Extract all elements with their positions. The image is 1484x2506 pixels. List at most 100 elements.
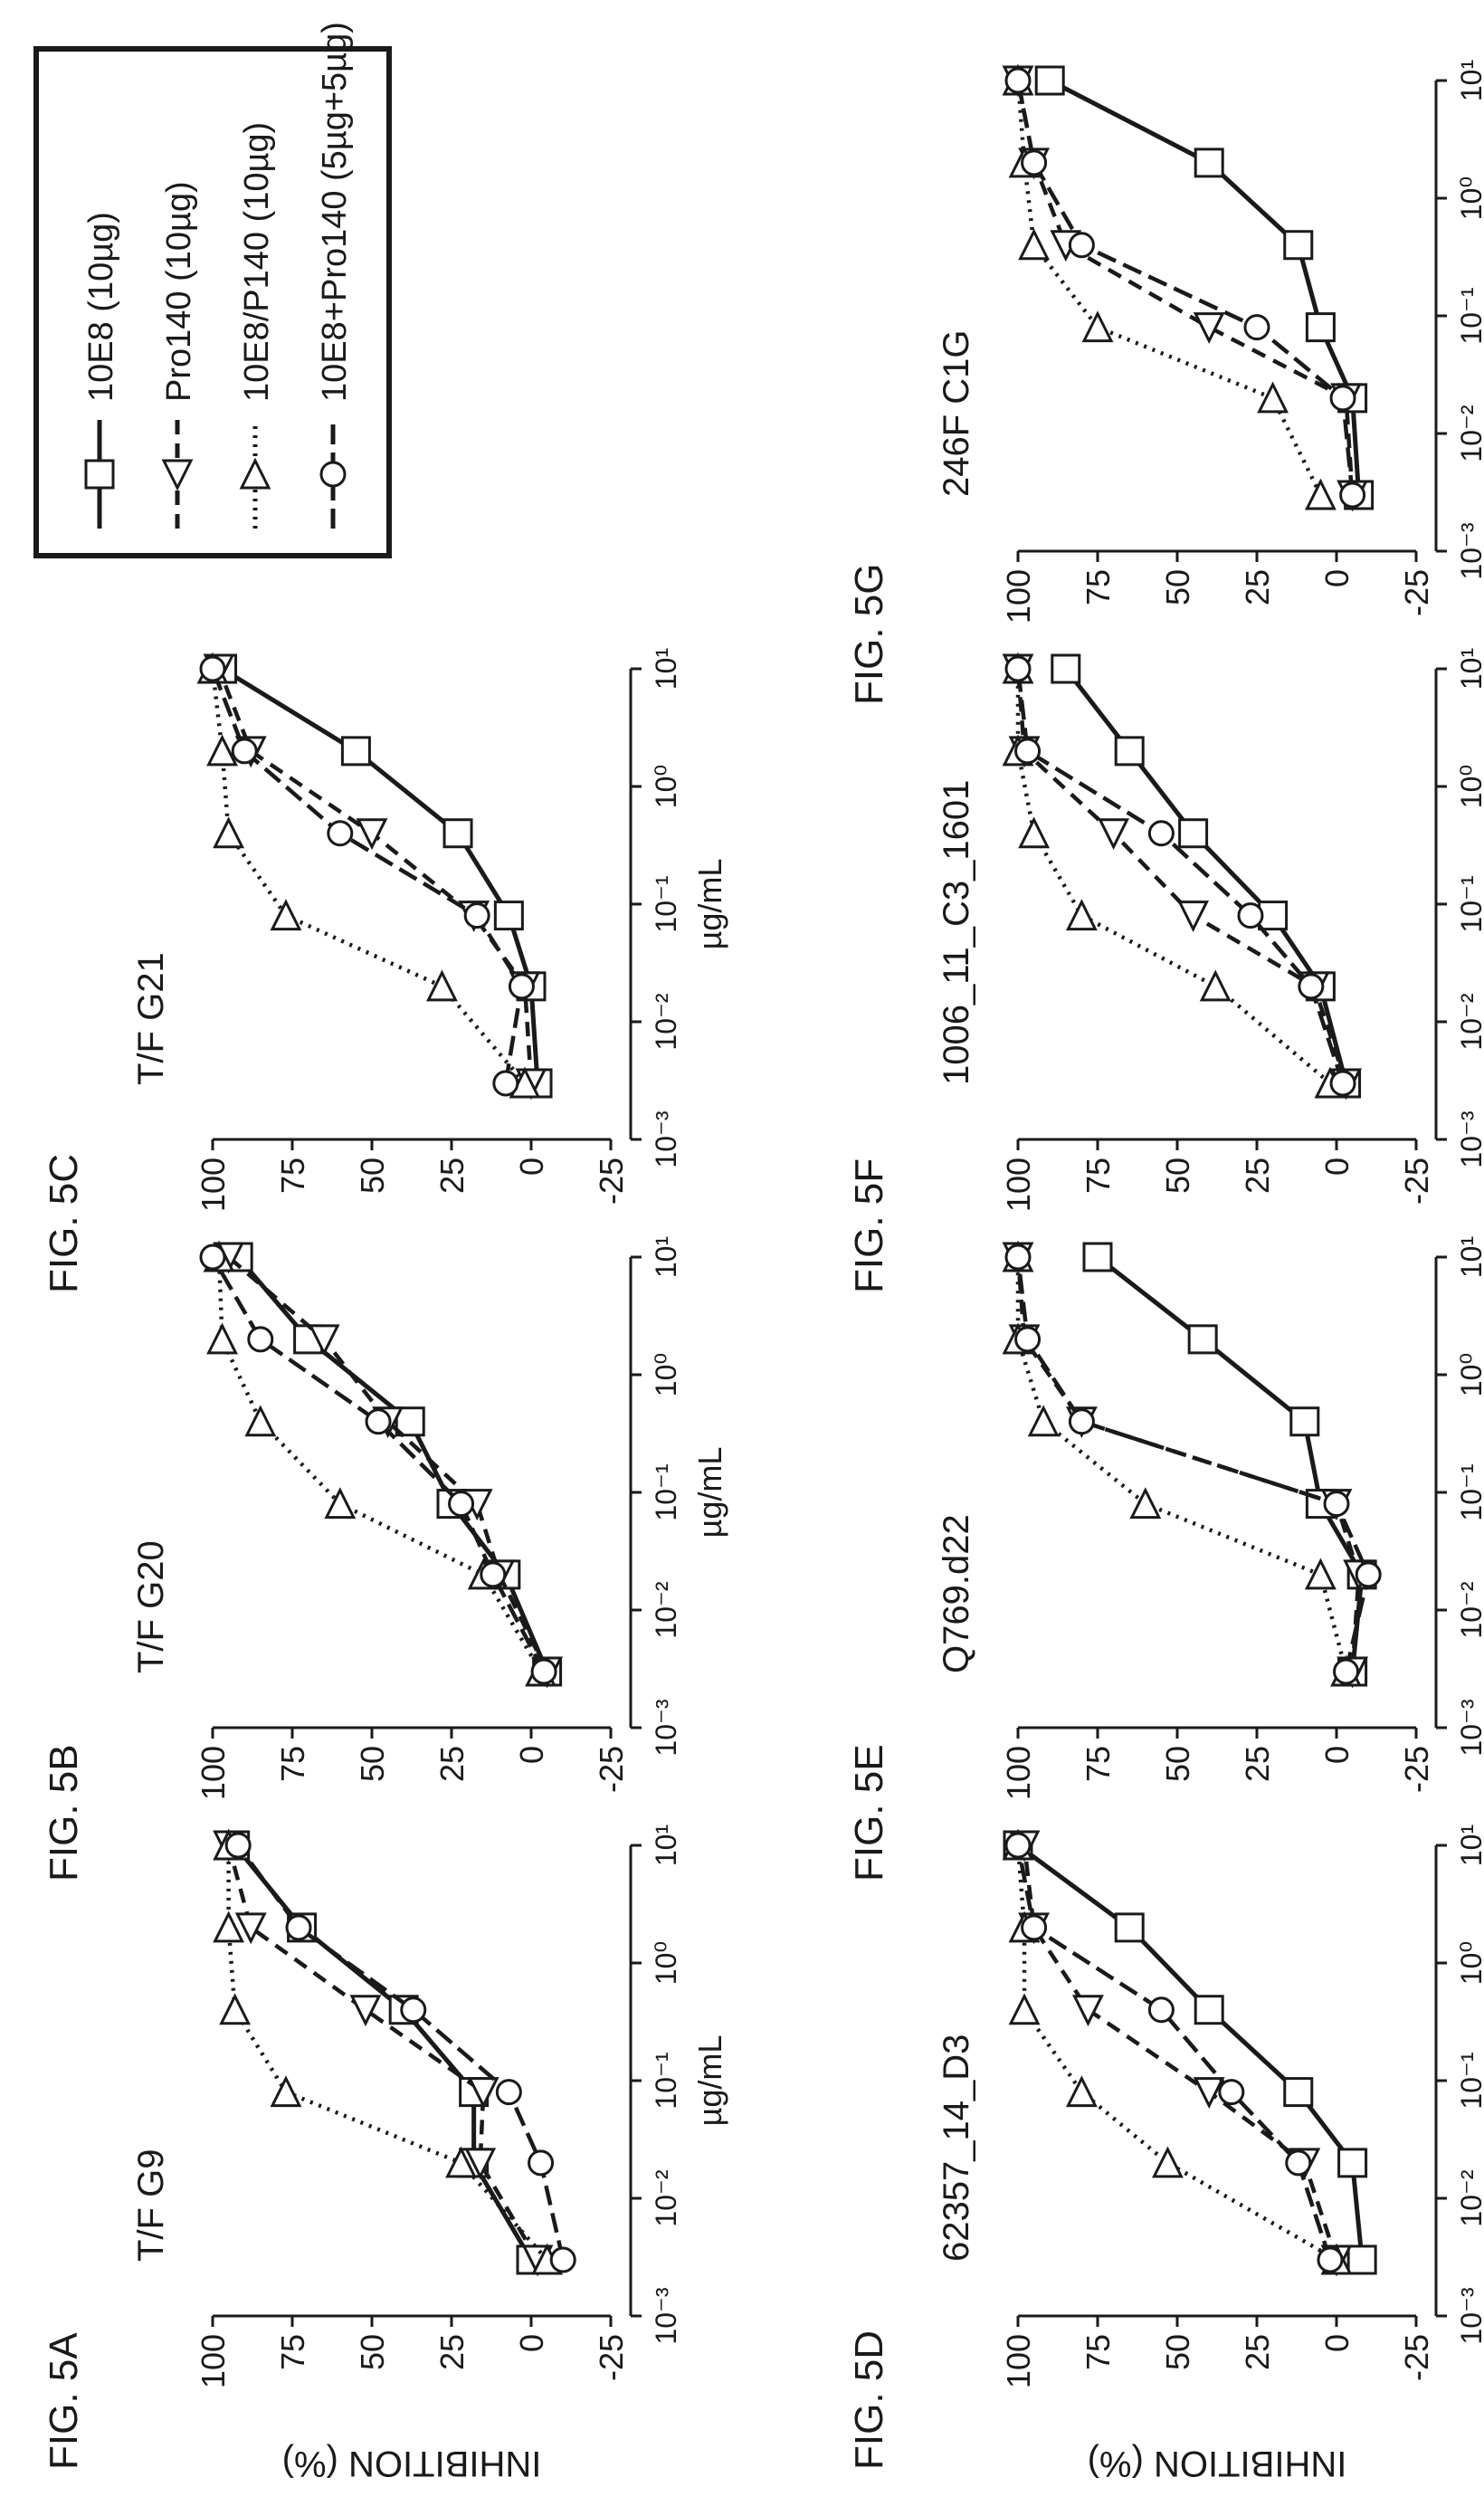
series-10E8/P140 xyxy=(213,1828,564,2275)
data-point xyxy=(1004,67,1032,94)
data-point xyxy=(400,1996,427,2024)
x-tick-label: 10⁻² xyxy=(1455,405,1484,462)
panel-3: FIG. 5C T/F G21 100 75 50 25 0 -25 10⁻³ 10⁻² 10⁻¹ 1… xyxy=(42,648,728,1293)
panel-title: 246F C1G xyxy=(937,329,976,497)
y-tick-label: 75 xyxy=(274,2334,311,2370)
legend-entry: 10E8 (10µg) xyxy=(82,212,120,529)
data-point xyxy=(508,973,535,1000)
y-tick-label: 50 xyxy=(1159,2334,1196,2370)
panels: FIG. 5A T/F G9 100 75 50 25 0 -25 10⁻³ 10⁻² 10⁻¹ 10… xyxy=(42,60,1484,2483)
y-tick-label: 50 xyxy=(354,1746,391,1782)
x-tick-label: 10⁻² xyxy=(650,1581,682,1638)
data-point xyxy=(442,818,473,849)
legend-label: 10E8 (10µg) xyxy=(82,212,120,402)
figure-label: FIG. 5C xyxy=(42,1154,86,1293)
data-point xyxy=(1152,2146,1184,2178)
data-point xyxy=(1068,1408,1095,1435)
data-point xyxy=(206,734,238,767)
panel-7: FIG. 5G 246F C1G 100 75 50 25 0 -25 10⁻³ 10⁻² 10⁻¹… xyxy=(847,60,1484,705)
data-point xyxy=(356,818,388,851)
series-line xyxy=(236,1255,549,1672)
x-axis-label: µg/mL xyxy=(691,2035,728,2127)
y-tick-label: 75 xyxy=(274,1746,311,1782)
data-point xyxy=(199,655,226,682)
series-line xyxy=(1015,1256,1361,1672)
x-tick-label: 10⁻³ xyxy=(650,2287,682,2344)
series-10E8 xyxy=(1034,65,1375,510)
x-tick-label: 10⁰ xyxy=(650,765,682,808)
data-point xyxy=(1004,1832,1032,1859)
data-point xyxy=(1065,899,1098,931)
series-line xyxy=(1015,668,1348,1084)
data-point xyxy=(1098,818,1130,851)
data-point xyxy=(1114,1912,1145,1943)
panel-4: FIG. 5D 62357_14_D3 100 75 50 25 0 -25 10⁻³ 10⁻² 1… xyxy=(847,1825,1484,2470)
figure-label: FIG. 5B xyxy=(42,1744,86,1882)
series-10E8+Pro140 xyxy=(1004,655,1356,1097)
figure-label: FIG. 5D xyxy=(847,2330,891,2470)
series-10E8+Pro140 xyxy=(199,655,535,1097)
x-tick-label: 10⁰ xyxy=(650,1353,682,1396)
data-point xyxy=(1329,1070,1356,1097)
y-tick-label: -25 xyxy=(1398,569,1435,616)
data-point xyxy=(1187,1324,1218,1355)
data-point xyxy=(1305,312,1336,343)
data-point xyxy=(1329,385,1356,412)
x-tick-label: 10⁻² xyxy=(1455,993,1484,1050)
figure-label: FIG. 5A xyxy=(42,2332,86,2470)
series-Pro140 xyxy=(1008,1830,1353,2277)
legend-marker xyxy=(161,459,194,491)
x-tick-label: 10⁻¹ xyxy=(650,875,682,932)
data-point xyxy=(1147,820,1175,847)
data-point xyxy=(1068,232,1095,259)
x-tick-label: 10¹ xyxy=(1455,60,1484,101)
y-tick-label: 100 xyxy=(1000,2334,1037,2388)
data-point xyxy=(270,2075,302,2108)
data-point xyxy=(1304,478,1337,510)
panel-title: T/F G9 xyxy=(131,2149,171,2262)
data-point xyxy=(1194,148,1224,178)
y-tick-label: 50 xyxy=(1159,1746,1196,1782)
y-tick-label: 50 xyxy=(354,1158,391,1194)
legend-marker xyxy=(319,461,347,488)
data-point xyxy=(1081,310,1114,343)
y-tick-label: 0 xyxy=(513,1746,550,1764)
y-tick-label: 25 xyxy=(1239,1158,1276,1194)
series-10E8/P140 xyxy=(1002,652,1346,1099)
data-point xyxy=(1283,230,1314,261)
data-point xyxy=(1018,816,1051,849)
series-line xyxy=(221,666,540,1084)
data-point xyxy=(1014,1326,1042,1353)
x-tick-label: 10⁻¹ xyxy=(1455,287,1484,344)
panel-title: T/F G21 xyxy=(131,952,171,1085)
figure-label: FIG. 5G xyxy=(847,564,891,705)
y-tick-label: 50 xyxy=(1159,1158,1196,1194)
y-tick-label: 0 xyxy=(1318,1158,1356,1176)
y-tick-label: -25 xyxy=(593,2334,630,2381)
data-point xyxy=(1243,314,1270,341)
data-point xyxy=(395,1406,425,1437)
series-Pro140 xyxy=(213,1242,564,1689)
data-point xyxy=(426,969,458,1002)
x-tick-label: 10⁻² xyxy=(1455,2169,1484,2226)
data-point xyxy=(493,900,524,931)
series-line xyxy=(1016,1843,1365,2261)
y-tick-label: 25 xyxy=(1239,569,1276,605)
data-point xyxy=(1199,969,1232,1002)
y-tick-label: 0 xyxy=(513,1158,550,1176)
series-10E8+Pro140 xyxy=(1004,1243,1382,1685)
x-tick-label: 10⁻¹ xyxy=(1455,1463,1484,1520)
y-axis-label: INHIBITION (%) xyxy=(1088,2444,1347,2483)
y-tick-label: 0 xyxy=(513,2334,550,2352)
x-axis-label: µg/mL xyxy=(691,1447,728,1539)
data-point xyxy=(1178,818,1209,849)
x-tick-label: 10⁻¹ xyxy=(650,1463,682,1520)
data-point xyxy=(467,2077,499,2109)
legend-label: 10E8/P140 (10µg) xyxy=(238,122,276,402)
series-line xyxy=(1015,669,1332,1085)
data-point xyxy=(1177,900,1210,932)
data-point xyxy=(324,1487,357,1520)
data-point xyxy=(247,1326,274,1353)
data-point xyxy=(528,2149,555,2177)
panel-title: 1006_11_C3_1601 xyxy=(937,780,976,1085)
